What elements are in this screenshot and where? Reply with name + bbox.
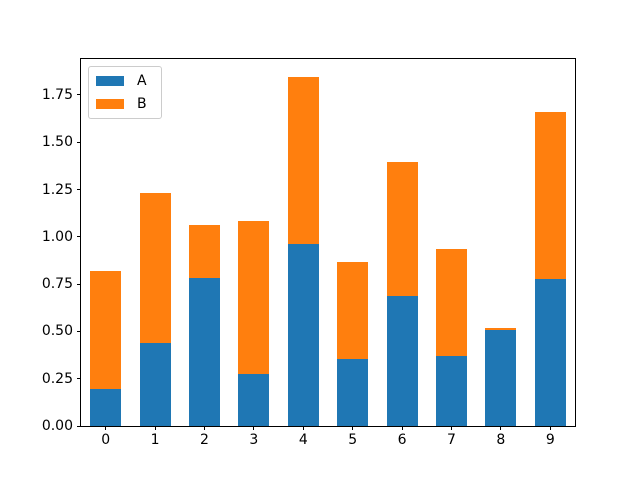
x-axis-tick-label: 5 bbox=[348, 432, 358, 448]
x-axis-tick-label: 7 bbox=[447, 432, 456, 448]
bar-4-segment-A bbox=[287, 244, 319, 426]
x-axis-tick-label: 8 bbox=[496, 432, 506, 448]
bar-1-segment-B bbox=[139, 193, 171, 343]
bar-8-segment-A bbox=[485, 330, 517, 426]
bar-1-segment-A bbox=[139, 342, 171, 426]
legend-label: B bbox=[137, 96, 147, 112]
x-axis-tick-label: 2 bbox=[200, 432, 209, 448]
bar-2-segment-A bbox=[189, 278, 220, 426]
bar-1 bbox=[139, 59, 171, 426]
bar-6-segment-B bbox=[386, 162, 418, 297]
y-axis-tick-label: 0.50 bbox=[41, 323, 73, 340]
bar-5 bbox=[337, 59, 369, 426]
bar-2-segment-B bbox=[189, 225, 220, 279]
legend-entry-B: B bbox=[96, 97, 147, 111]
y-axis-tick bbox=[77, 330, 81, 332]
y-axis-tick bbox=[77, 141, 81, 143]
y-axis-tick-label: 1.50 bbox=[41, 134, 73, 151]
y-axis-tick-label: 0.00 bbox=[41, 418, 73, 434]
x-axis-tick-label: 4 bbox=[298, 432, 308, 448]
y-axis-tick-label: 1.25 bbox=[41, 181, 73, 198]
legend-label: A bbox=[137, 73, 147, 89]
y-axis-tick bbox=[77, 189, 81, 191]
x-axis-tick bbox=[549, 426, 551, 430]
x-axis-tick bbox=[401, 426, 403, 430]
bar-4-segment-B bbox=[287, 77, 319, 245]
bar-3-segment-B bbox=[238, 220, 270, 374]
bar-8-segment-B bbox=[485, 327, 517, 331]
bar-0-segment-A bbox=[90, 389, 122, 426]
bar-6 bbox=[386, 59, 418, 426]
bar-0-segment-B bbox=[90, 270, 122, 390]
y-axis-tick-label: 0.25 bbox=[41, 370, 73, 387]
y-axis-tick bbox=[77, 236, 81, 238]
y-axis-tick-label: 1.75 bbox=[41, 86, 73, 103]
x-axis-tick-label: 3 bbox=[249, 432, 259, 448]
bar-3 bbox=[238, 59, 270, 426]
y-axis-tick bbox=[77, 425, 81, 427]
bar-2 bbox=[189, 59, 220, 426]
x-axis-tick-label: 1 bbox=[150, 432, 160, 448]
x-axis-tick bbox=[154, 426, 156, 430]
bar-6-segment-A bbox=[386, 296, 418, 426]
y-axis-tick-label: 0.75 bbox=[41, 276, 73, 293]
legend-color-patch bbox=[96, 99, 124, 109]
bar-7 bbox=[436, 59, 467, 426]
bar-5-segment-B bbox=[337, 262, 369, 359]
x-axis-tick bbox=[451, 426, 452, 430]
bar-4 bbox=[287, 59, 319, 426]
bar-9-segment-A bbox=[534, 279, 566, 426]
y-axis-tick bbox=[77, 378, 81, 380]
y-axis-tick bbox=[77, 94, 81, 96]
x-axis-tick-label: 9 bbox=[545, 432, 555, 448]
x-axis-tick-label: 0 bbox=[101, 432, 111, 448]
legend-entry-A: A bbox=[96, 74, 147, 88]
x-axis-tick bbox=[204, 426, 205, 430]
x-axis-tick bbox=[352, 426, 354, 430]
x-axis-tick bbox=[105, 426, 107, 430]
bar-7-segment-B bbox=[436, 249, 467, 357]
bar-3-segment-A bbox=[238, 373, 270, 426]
plot-area: 0.00 0.25 0.50 0.75 1.00 1.25 1.50 1.75 0 1 2 3 4 5 6 7… bbox=[42, 58, 576, 447]
legend-color-patch bbox=[96, 76, 124, 86]
bar-7-segment-A bbox=[436, 356, 467, 426]
bar-5-segment-A bbox=[337, 358, 369, 426]
x-axis-tick bbox=[302, 426, 304, 430]
y-axis-tick-label: 1.00 bbox=[41, 228, 73, 245]
bar-9-segment-B bbox=[534, 111, 566, 280]
bar-8 bbox=[485, 59, 517, 426]
bar-0 bbox=[90, 59, 122, 426]
bar-9 bbox=[534, 59, 566, 426]
x-axis-tick-label: 6 bbox=[397, 432, 407, 448]
x-axis-tick bbox=[500, 426, 502, 430]
x-axis-tick bbox=[253, 426, 255, 430]
y-axis-tick bbox=[77, 283, 81, 285]
